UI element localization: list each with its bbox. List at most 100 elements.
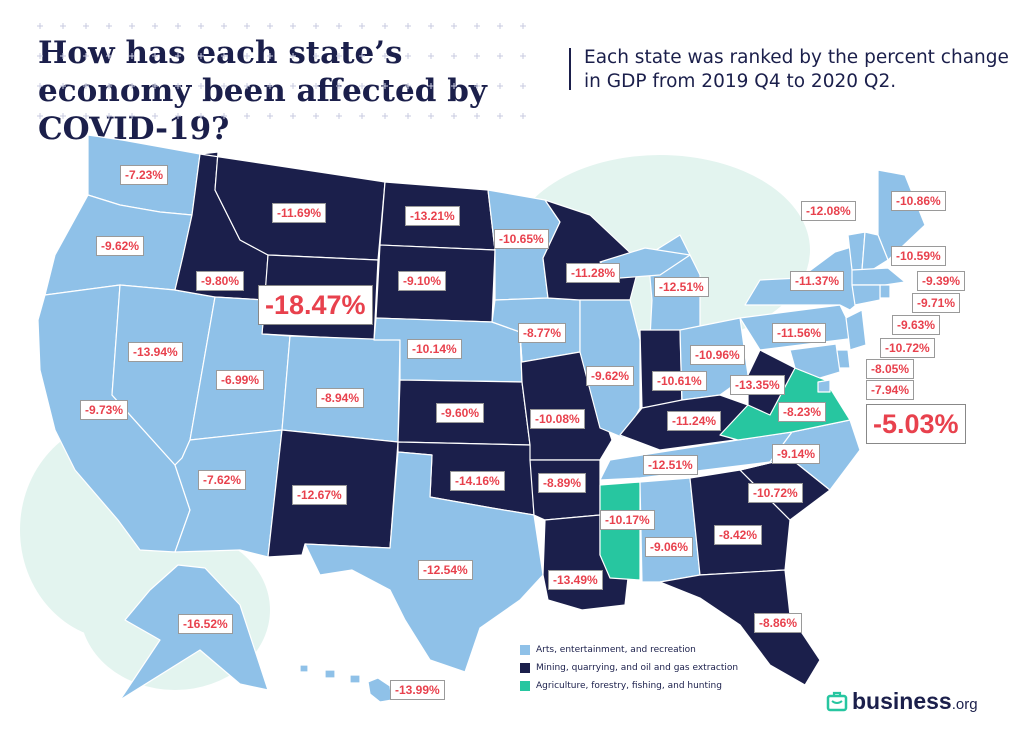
decorative-cross xyxy=(152,83,158,89)
decorative-cross xyxy=(474,83,480,89)
decorative-cross xyxy=(198,53,204,59)
decorative-cross xyxy=(221,53,227,59)
state-indiana xyxy=(639,329,683,409)
brand-logo: business .org xyxy=(826,687,978,715)
brand-tld: .org xyxy=(951,695,978,713)
decorative-cross xyxy=(359,113,365,119)
decorative-cross xyxy=(37,113,43,119)
decorative-cross xyxy=(336,83,342,89)
decorative-cross xyxy=(244,23,250,29)
decorative-cross xyxy=(405,53,411,59)
legend-swatch-arts xyxy=(520,645,530,655)
decorative-cross xyxy=(382,53,388,59)
state-value-label-alabama: -9.06% xyxy=(645,537,694,557)
decorative-cross xyxy=(83,83,89,89)
decorative-cross xyxy=(497,83,503,89)
state-maryland xyxy=(789,343,841,379)
decorative-cross xyxy=(129,83,135,89)
decorative-cross xyxy=(152,23,158,29)
state-value-label-connecticut: -9.63% xyxy=(892,315,941,335)
legend-item-mining: Mining, quarrying, and oil and gas extra… xyxy=(520,662,738,674)
decorative-cross xyxy=(382,83,388,89)
state-massachusetts xyxy=(851,267,906,286)
state-value-label-nebraska: -10.14% xyxy=(407,339,462,359)
decorative-cross xyxy=(451,53,457,59)
state-value-label-north-carolina: -9.14% xyxy=(772,444,821,464)
decorative-cross xyxy=(520,83,526,89)
decorative-cross xyxy=(83,23,89,29)
state-value-label-ohio: -10.96% xyxy=(690,345,745,365)
state-value-label-florida: -8.86% xyxy=(754,613,803,633)
decorative-cross xyxy=(37,53,43,59)
decorative-cross xyxy=(267,83,273,89)
briefcase-icon xyxy=(826,691,848,712)
decorative-cross xyxy=(106,23,112,29)
decorative-cross xyxy=(175,113,181,119)
state-value-label-rhode-island: -9.71% xyxy=(912,293,961,313)
decorative-cross xyxy=(267,23,273,29)
decorative-cross xyxy=(451,83,457,89)
decorative-cross xyxy=(428,23,434,29)
state-value-label-kentucky: -11.24% xyxy=(667,411,722,431)
decorative-cross xyxy=(336,113,342,119)
state-value-label-louisiana: -13.49% xyxy=(548,570,603,590)
decorative-cross xyxy=(313,53,319,59)
decorative-cross xyxy=(106,83,112,89)
decorative-cross xyxy=(129,23,135,29)
decorative-cross xyxy=(244,53,250,59)
decorative-cross xyxy=(451,113,457,119)
decorative-cross xyxy=(221,23,227,29)
decorative-cross xyxy=(359,53,365,59)
brand-name: business xyxy=(852,687,952,714)
legend-item-agriculture: Agriculture, forestry, fishing, and hunt… xyxy=(520,680,722,692)
decorative-cross xyxy=(175,83,181,89)
decorative-cross xyxy=(474,23,480,29)
decorative-cross xyxy=(428,113,434,119)
state-value-label-south-dakota: -9.10% xyxy=(398,271,447,291)
decorative-cross xyxy=(520,53,526,59)
state-hawaii-island-kauai xyxy=(299,664,309,673)
state-value-label-wyoming: -18.47% xyxy=(258,285,373,325)
state-value-label-maine: -10.86% xyxy=(891,191,946,211)
decorative-cross xyxy=(290,83,296,89)
state-florida xyxy=(659,569,821,686)
state-value-label-minnesota: -10.65% xyxy=(494,229,549,249)
state-value-label-new-hampshire: -10.59% xyxy=(891,246,946,266)
decorative-cross xyxy=(497,23,503,29)
state-value-label-michigan: -12.51% xyxy=(654,277,709,297)
legend-swatch-mining xyxy=(520,663,530,673)
state-value-label-new-york: -11.37% xyxy=(790,271,845,291)
state-value-label-iowa: -8.77% xyxy=(518,323,567,343)
state-value-label-oklahoma: -14.16% xyxy=(450,471,505,491)
decorative-cross xyxy=(336,23,342,29)
decorative-cross xyxy=(451,23,457,29)
state-value-label-new-jersey: -10.72% xyxy=(880,338,935,358)
state-value-label-new-mexico: -12.67% xyxy=(292,485,347,505)
decorative-cross xyxy=(106,53,112,59)
state-value-label-nevada: -13.94% xyxy=(128,342,183,362)
state-value-label-indiana: -10.61% xyxy=(652,371,707,391)
decorative-cross xyxy=(290,53,296,59)
state-value-label-montana: -11.69% xyxy=(272,203,327,223)
decorative-cross xyxy=(474,53,480,59)
decorative-cross xyxy=(198,113,204,119)
state-value-label-oregon: -9.62% xyxy=(96,236,145,256)
legend-item-arts: Arts, entertainment, and recreation xyxy=(520,644,696,656)
decorative-cross xyxy=(37,23,43,29)
decorative-cross xyxy=(129,53,135,59)
decorative-cross xyxy=(83,113,89,119)
page-title: How has each state’s economy been affect… xyxy=(38,35,487,147)
state-value-label-tennessee: -12.51% xyxy=(643,455,698,475)
state-value-label-massachusetts: -9.39% xyxy=(917,271,966,291)
decorative-cross xyxy=(359,23,365,29)
decorative-cross xyxy=(359,83,365,89)
state-value-label-idaho: -9.80% xyxy=(196,271,245,291)
decorative-cross xyxy=(221,83,227,89)
decorative-cross xyxy=(336,53,342,59)
page-subtitle: Each state was ranked by the percent cha… xyxy=(584,47,1009,92)
decorative-cross-pattern xyxy=(37,23,526,119)
decorative-cross xyxy=(129,113,135,119)
decorative-cross xyxy=(382,113,388,119)
decorative-cross xyxy=(520,113,526,119)
state-value-label-texas: -12.54% xyxy=(418,560,473,580)
